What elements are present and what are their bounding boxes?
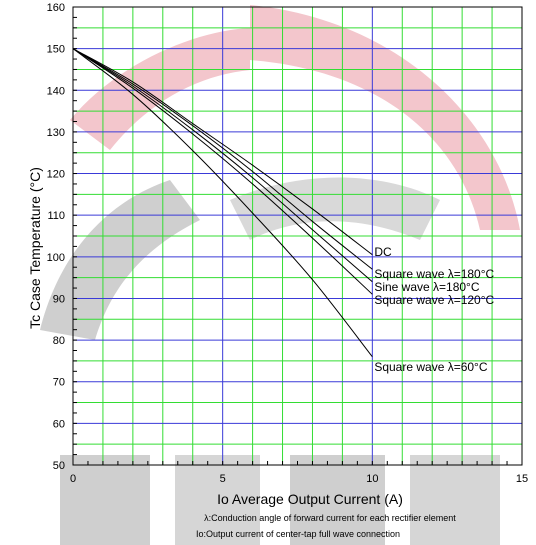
watermark — [40, 5, 520, 545]
y-tick-label: 160 — [47, 2, 65, 14]
note-conduction-angle: λ:Conduction angle of forward current fo… — [204, 513, 456, 523]
y-tick-label: 70 — [53, 377, 65, 389]
y-tick-label: 90 — [53, 293, 65, 305]
y-tick-label: 50 — [53, 460, 65, 472]
series-lines — [72, 48, 373, 358]
series-line — [72, 48, 373, 270]
y-tick-labels: 50 60 70 80 90 100 110 120 130 140 150 160 — [47, 2, 65, 472]
x-tick-label: 10 — [366, 473, 378, 485]
y-tick-label: 80 — [53, 335, 65, 347]
note-output-current: Io:Output current of center-tap full wav… — [196, 529, 400, 539]
x-tick-label: 5 — [220, 473, 226, 485]
y-tick-label: 140 — [47, 85, 65, 97]
y-tick-label: 150 — [47, 44, 65, 56]
x-tick-label: 0 — [70, 473, 76, 485]
series-line — [72, 48, 373, 283]
plot-frame — [72, 6, 523, 466]
x-tick-label: 15 — [516, 473, 528, 485]
y-axis-label: Tc Case Temperature (°C) — [27, 167, 43, 329]
y-tick-label: 60 — [53, 418, 65, 430]
x-tick-labels: 0 5 10 15 — [70, 473, 528, 485]
series-label: Square wave λ=180°C — [374, 267, 494, 281]
y-tick-label: 120 — [47, 169, 65, 181]
series-label: Sine wave λ=180°C — [374, 280, 480, 294]
series-label: Square wave λ=120°C — [374, 293, 494, 307]
y-tick-label: 110 — [47, 210, 65, 222]
series-label: Square wave λ=60°C — [374, 360, 488, 374]
x-axis-label: Io Average Output Current (A) — [217, 491, 403, 507]
series-line — [72, 48, 373, 295]
series-line — [72, 48, 373, 358]
series-label: DC — [374, 245, 392, 259]
y-tick-label: 100 — [47, 252, 65, 264]
series-line — [72, 48, 373, 256]
y-tick-label: 130 — [47, 127, 65, 139]
grid-horizontal — [73, 6, 522, 466]
